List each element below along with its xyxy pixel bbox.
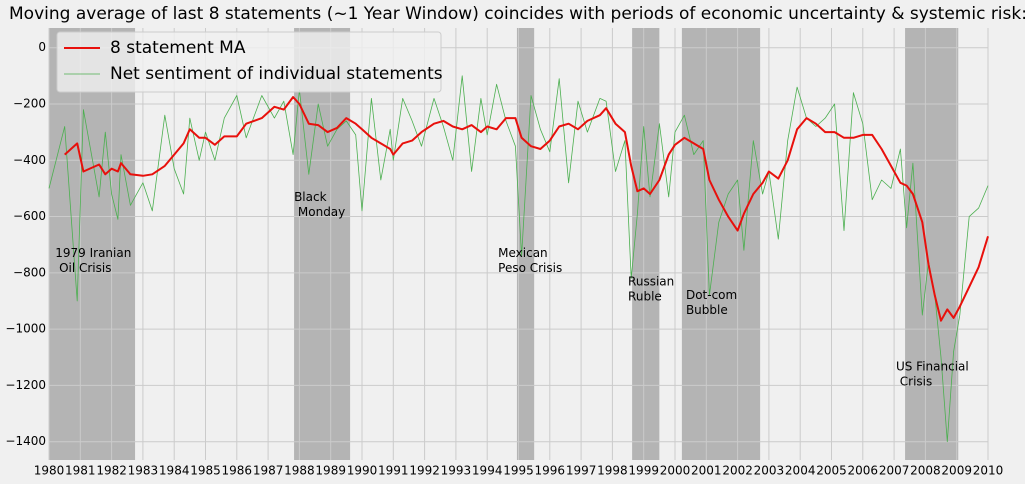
annotation: Dot-com [686,288,737,302]
x-tick-label: 2006 [848,464,879,478]
x-tick-label: 1997 [566,464,597,478]
shaded-span [294,28,351,460]
legend-label: Net sentiment of individual statements [110,64,443,84]
x-tick-label: 1988 [284,464,315,478]
x-tick-label: 1981 [65,464,96,478]
annotation: Bubble [686,303,728,317]
x-tick-label: 1990 [347,464,378,478]
annotation: US Financial [896,359,969,373]
series-line [64,96,989,322]
x-tick-label: 2007 [879,464,910,478]
x-tick-label: 1985 [190,464,221,478]
x-tick-label: 2004 [785,464,816,478]
x-tick-label: 1987 [253,464,284,478]
y-tick-label: −1200 [5,378,46,392]
x-tick-label: 1998 [597,464,628,478]
shaded-span [632,28,660,460]
chart-title: Moving average of last 8 statements (~1 … [9,4,1025,24]
y-tick-label: 0 [38,40,46,54]
y-tick-label: −400 [13,153,46,167]
x-tick-label: 1995 [503,464,534,478]
x-tick-label: 2009 [941,464,972,478]
y-tick-label: −800 [13,265,46,279]
x-tick-label: 1991 [378,464,409,478]
annotation: Mexican [498,246,548,260]
x-tick-label: 2000 [660,464,691,478]
x-tick-label: 1984 [159,464,190,478]
annotation: Black [294,190,327,204]
x-tick-label: 2008 [910,464,941,478]
y-tick-label: −1400 [5,434,46,448]
x-tick-label: 2005 [816,464,847,478]
y-tick-label: −200 [13,96,46,110]
x-tick-label: 1996 [535,464,566,478]
x-tick-label: 2003 [754,464,785,478]
x-tick-label: 1994 [472,464,503,478]
shaded-span [905,28,959,460]
y-tick-label: −1000 [5,322,46,336]
annotation: Ruble [628,289,662,303]
x-tick-label: 1983 [128,464,159,478]
x-tick-label: 1999 [628,464,659,478]
shaded-span [49,28,136,460]
x-tick-label: 1993 [441,464,472,478]
x-tick-label: 1982 [96,464,127,478]
annotation: Oil Crisis [55,261,111,275]
x-tick-label: 2002 [722,464,753,478]
shaded-span [516,28,535,460]
annotation: Peso Crisis [498,261,562,275]
annotation: Crisis [896,374,932,388]
annotation: Monday [294,205,345,219]
y-tick-label: −600 [13,209,46,223]
annotation: 1979 Iranian [55,246,131,260]
x-tick-label: 1986 [222,464,253,478]
x-tick-label: 1980 [34,464,65,478]
legend-label: 8 statement MA [110,38,246,58]
x-tick-label: 1989 [315,464,346,478]
x-tick-label: 2010 [973,464,1004,478]
shaded-span [681,28,761,460]
legend-box [56,31,442,93]
x-tick-label: 1992 [409,464,440,478]
x-tick-label: 2001 [691,464,722,478]
annotation: Russian [628,274,674,288]
series-line [48,75,989,443]
